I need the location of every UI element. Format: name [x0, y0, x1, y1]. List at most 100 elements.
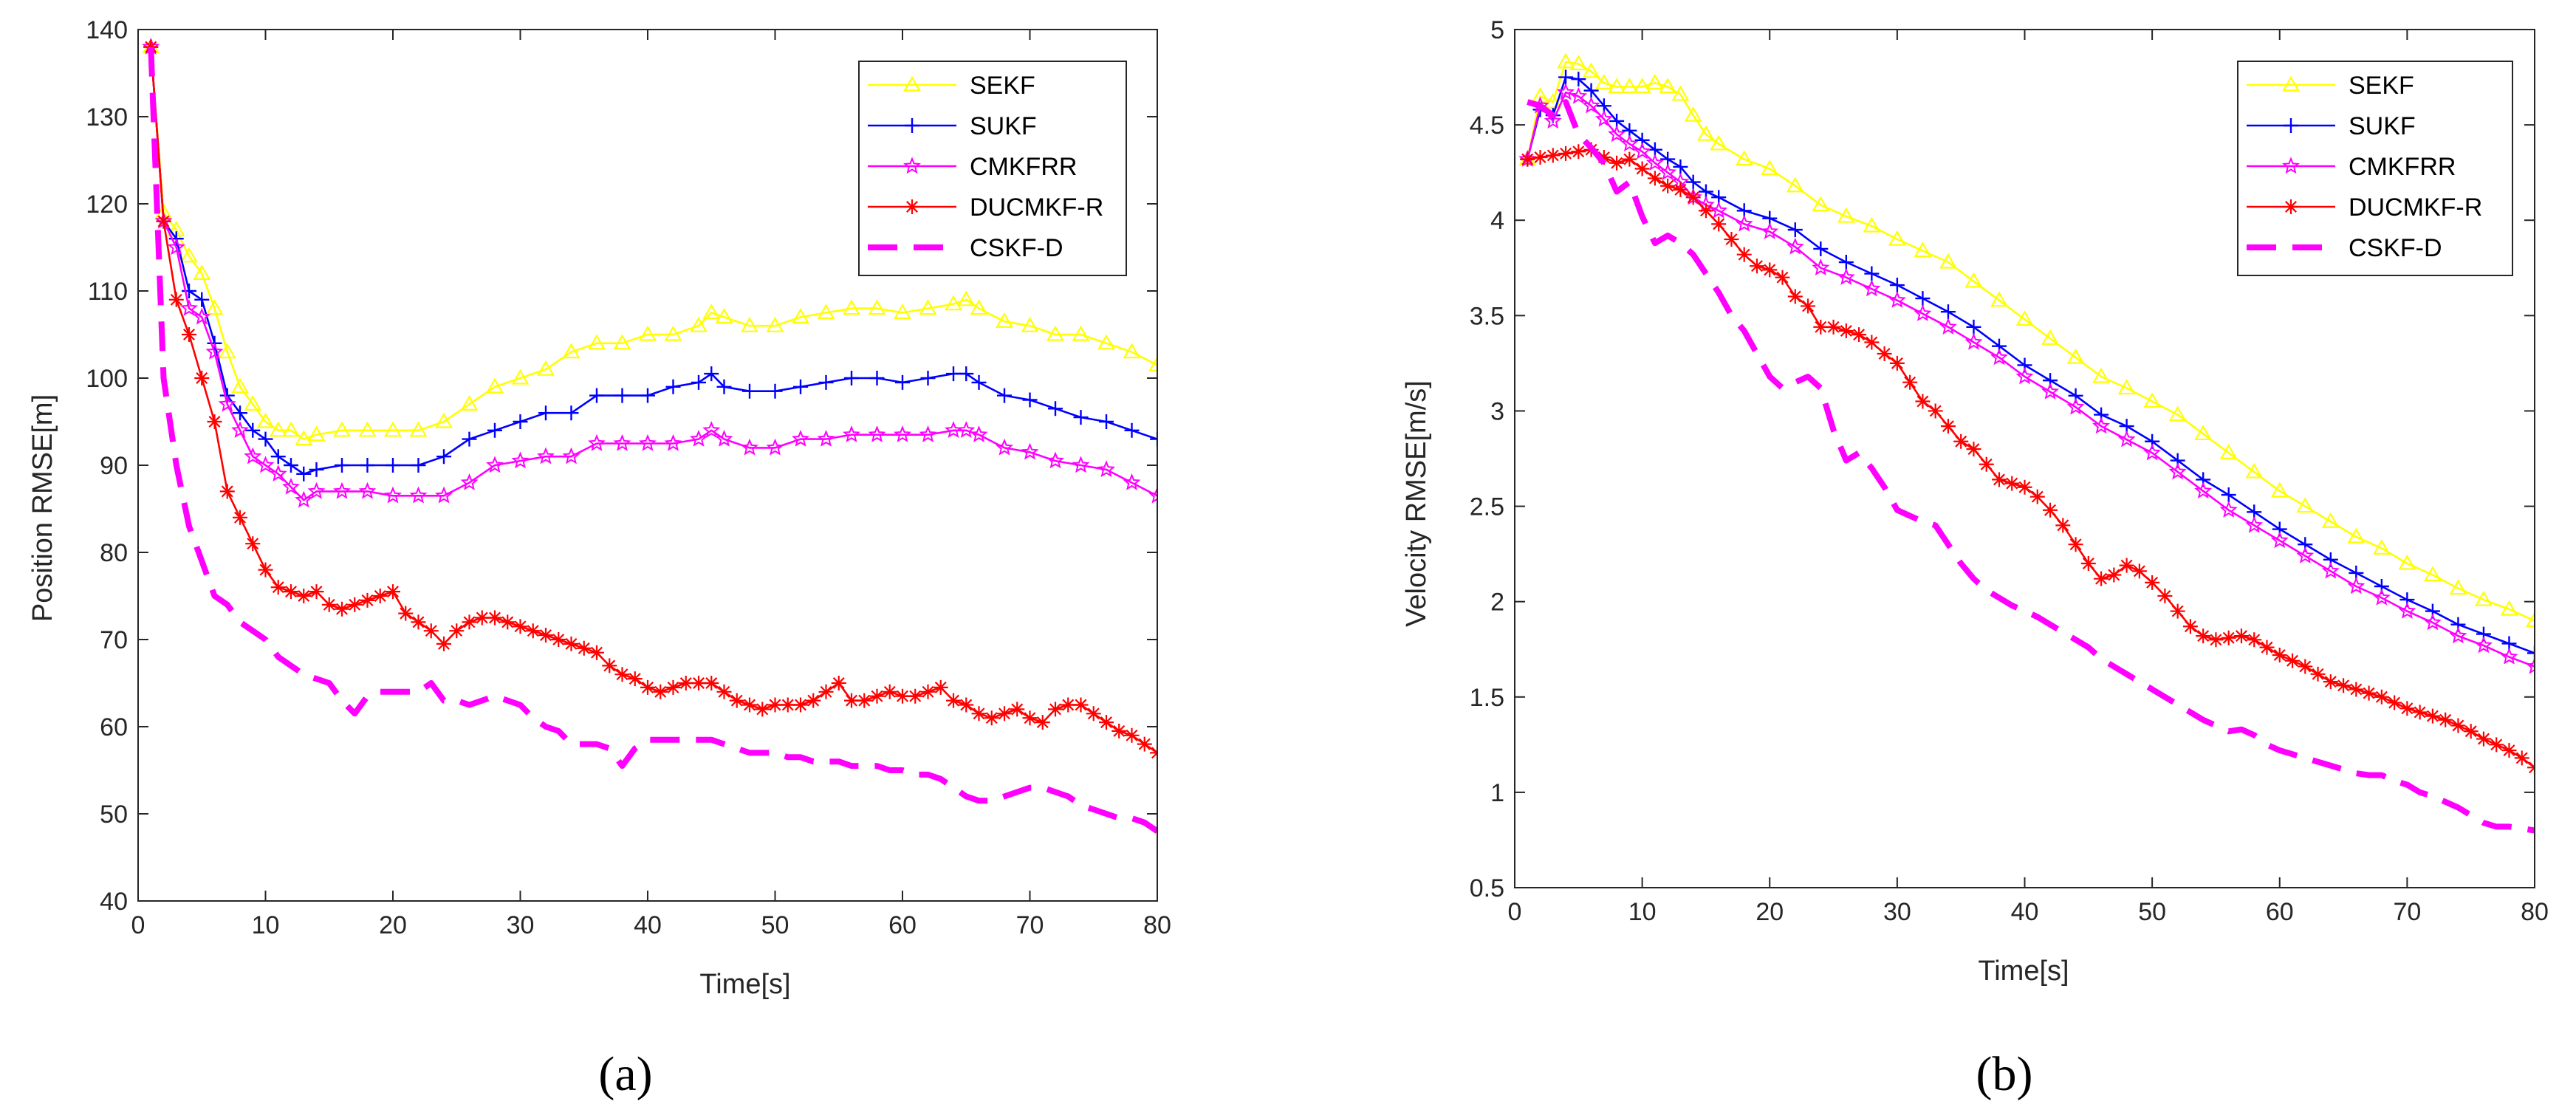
series-group	[142, 37, 1157, 834]
data-point-ducmkf-r	[1711, 216, 1727, 232]
data-point-ducmkf-r	[729, 693, 744, 708]
data-point-ducmkf-r	[920, 684, 936, 699]
data-point-sekf	[1046, 325, 1064, 341]
data-point-sekf	[1888, 230, 1906, 246]
data-point-cmkfrr	[2168, 462, 2187, 480]
data-point-ducmkf-r	[270, 580, 286, 595]
data-point-ducmkf-r	[2182, 619, 2198, 634]
data-point-sekf	[256, 412, 275, 428]
data-point-sukf	[296, 466, 312, 481]
data-point-ducmkf-r	[2336, 678, 2351, 693]
data-point-cmkfrr	[1710, 201, 1728, 219]
data-point-sekf	[269, 421, 287, 437]
x-tick-label: 0	[1508, 898, 1522, 926]
data-point-sekf	[1863, 216, 1881, 233]
x-tick-label: 30	[1883, 898, 1911, 926]
data-point-ducmkf-r	[2196, 628, 2211, 644]
data-point-ducmkf-r	[245, 536, 261, 552]
data-point-cmkfrr	[1863, 279, 1881, 297]
data-point-sekf	[1620, 78, 1639, 94]
data-point-ducmkf-r	[2233, 628, 2249, 644]
data-point-sekf	[868, 299, 886, 315]
data-point-ducmkf-r	[551, 632, 566, 647]
data-point-cmkfrr	[2347, 577, 2366, 594]
data-point-cmkfrr	[1620, 134, 1639, 152]
data-point-ducmkf-r	[207, 414, 222, 429]
data-point-sukf	[386, 458, 400, 473]
data-point-sukf	[335, 458, 349, 473]
data-point-cmkfrr	[1046, 451, 1064, 469]
data-point-ducmkf-r	[959, 697, 974, 713]
data-point-sukf	[640, 388, 655, 403]
data-point-sukf	[258, 431, 273, 447]
panel-a-position-rmse: 0 10 20 30 40 50 60 70 80 40 50 60 70 80 90 100 110 120 13…	[27, 16, 1171, 1101]
data-point-cmkfrr	[1786, 237, 1804, 255]
x-tick-label: 10	[1628, 898, 1657, 926]
data-point-ducmkf-r	[386, 584, 400, 600]
data-point-cmkfrr	[1582, 96, 1600, 114]
data-point-ducmkf-r	[2425, 708, 2440, 724]
series-line-cskf-d	[1527, 99, 2535, 834]
data-point-cmkfrr	[1097, 460, 1115, 478]
data-point-sekf	[1735, 150, 1753, 166]
data-point-cmkfrr	[2449, 626, 2467, 644]
data-point-ducmkf-r	[2043, 502, 2058, 518]
data-point-cmkfrr	[639, 433, 657, 451]
data-point-sukf	[1787, 222, 1803, 238]
data-point-ducmkf-r	[2029, 489, 2045, 504]
data-point-cmkfrr	[894, 425, 911, 442]
data-point-cmkfrr	[2372, 588, 2391, 606]
data-point-ducmkf-r	[2514, 750, 2529, 766]
data-point-cmkfrr	[1837, 268, 1855, 285]
data-point-ducmkf-r	[449, 623, 465, 639]
data-point-sekf	[715, 308, 733, 323]
data-point-cmkfrr	[1021, 442, 1039, 460]
data-point-sekf	[2194, 425, 2213, 441]
data-point-ducmkf-r	[2247, 632, 2262, 648]
data-point-sekf	[2092, 367, 2110, 383]
series-group	[1518, 52, 2535, 834]
data-point-ducmkf-r	[1749, 258, 1764, 274]
data-point-sekf	[1123, 343, 1141, 359]
data-point-ducmkf-r	[589, 645, 604, 660]
data-point-sukf	[1940, 304, 1956, 320]
data-point-ducmkf-r	[767, 697, 783, 713]
data-point-cmkfrr	[843, 425, 860, 442]
data-point-sekf	[435, 412, 453, 428]
data-point-sekf	[307, 425, 326, 442]
data-point-sukf	[1022, 392, 1038, 408]
data-point-sekf	[2321, 512, 2340, 528]
plot-area	[142, 37, 1157, 834]
data-point-ducmkf-r	[1928, 403, 1943, 419]
data-point-ducmkf-r	[933, 679, 948, 695]
data-point-ducmkf-r	[436, 636, 451, 651]
data-point-sukf	[704, 366, 719, 382]
x-tick-label: 20	[1755, 898, 1784, 926]
legend-label-cskf-d: CSKF-D	[970, 234, 1063, 262]
data-point-sekf	[562, 343, 580, 359]
data-point-ducmkf-r	[2476, 731, 2491, 747]
legend-label-ducmkf-r: DUCMKF-R	[970, 193, 1103, 222]
data-point-ducmkf-r	[411, 614, 426, 630]
data-point-ducmkf-r	[2094, 571, 2109, 586]
data-point-sukf	[691, 374, 706, 390]
x-axis-label: Time[s]	[699, 969, 790, 1000]
series-line-cskf-d	[148, 47, 1157, 834]
data-point-ducmkf-r	[1826, 319, 1841, 335]
data-point-ducmkf-r	[2361, 685, 2377, 701]
data-point-ducmkf-r	[1660, 178, 1676, 193]
data-point-sekf	[2245, 462, 2264, 479]
data-point-ducmkf-r	[2221, 630, 2236, 645]
data-point-cmkfrr	[2270, 531, 2289, 549]
data-point-sekf	[690, 316, 708, 332]
data-point-ducmkf-r	[1877, 346, 1892, 361]
data-point-cmkfrr	[690, 429, 708, 447]
data-point-cmkfrr	[715, 429, 733, 447]
legend-label-ducmkf-r: DUCMKF-R	[2349, 193, 2482, 222]
y-tick-label: 70	[100, 626, 128, 654]
data-point-ducmkf-r	[1022, 710, 1038, 726]
data-point-cmkfrr	[435, 486, 453, 504]
x-tick-label: 10	[252, 911, 280, 939]
data-point-sekf	[1531, 87, 1549, 103]
